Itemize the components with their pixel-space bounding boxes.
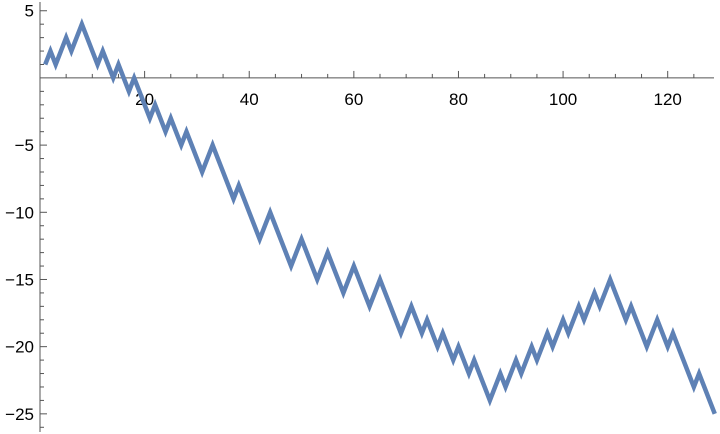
x-tick-label: 40: [240, 90, 259, 109]
x-tick-label: 60: [344, 90, 363, 109]
ticks: [40, 10, 695, 428]
axes: [39, 2, 714, 432]
y-tick-label: −10: [5, 203, 34, 222]
series-line: [43, 17, 717, 415]
y-tick-label: −25: [5, 405, 34, 424]
y-tick-label: −5: [15, 136, 34, 155]
y-tick-label: −15: [5, 270, 34, 289]
y-tick-label: −20: [5, 338, 34, 357]
x-tick-label: 120: [654, 90, 682, 109]
x-tick-label: 100: [549, 90, 577, 109]
x-tick-label: 80: [449, 90, 468, 109]
y-tick-label: 5: [25, 2, 34, 21]
